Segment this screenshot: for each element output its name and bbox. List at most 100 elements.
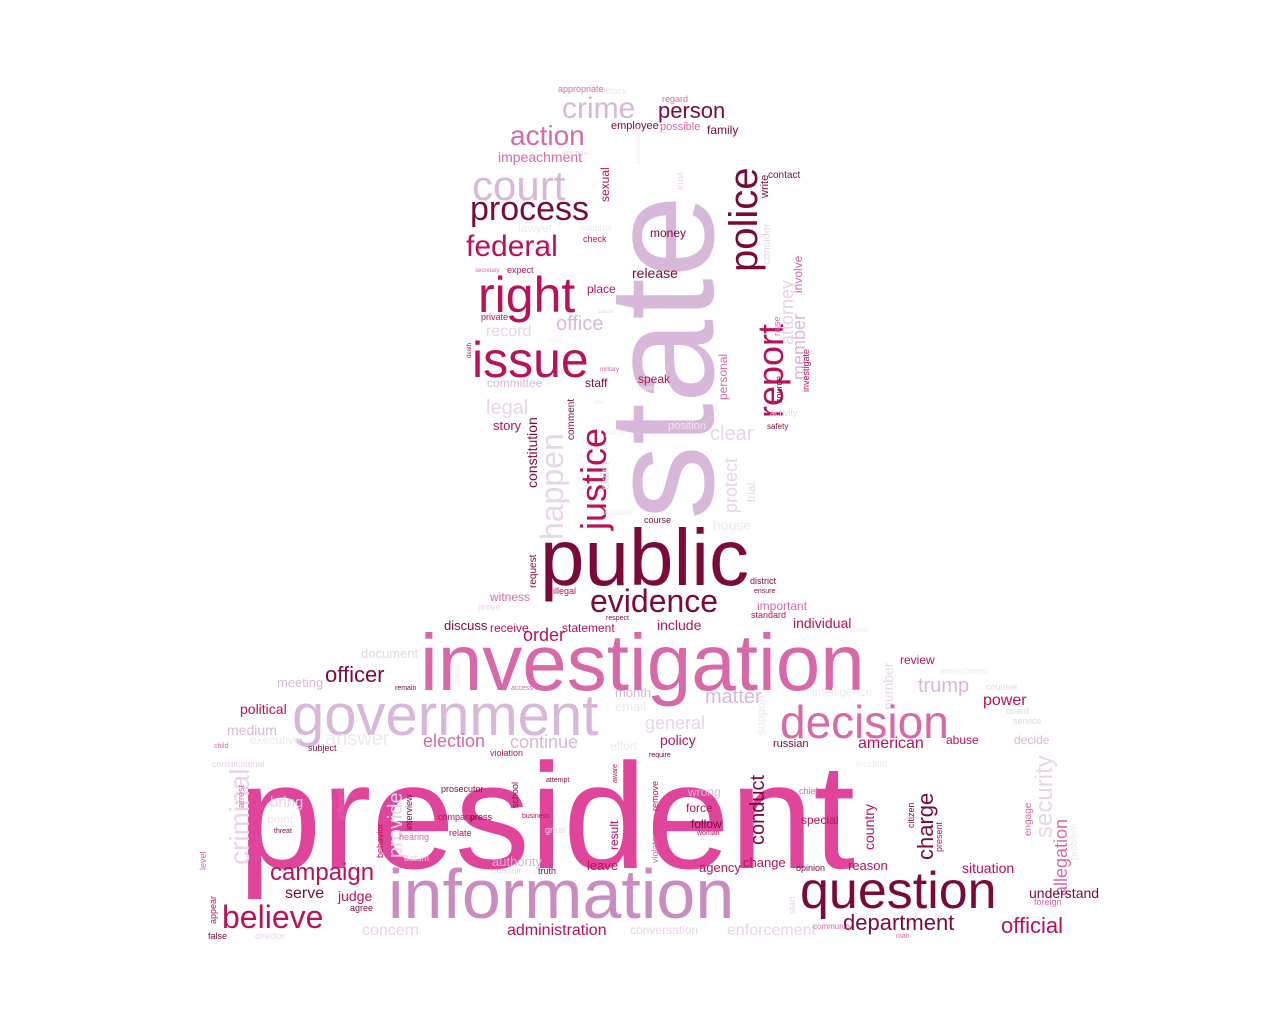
word-abuse: abuse: [946, 733, 979, 747]
word-include: include: [657, 617, 702, 633]
word-constitutional: constitutional: [212, 759, 265, 769]
word-standard: standard: [751, 610, 786, 620]
word-behavior: behavior: [375, 823, 385, 858]
word-request: request: [528, 554, 539, 588]
word-concern: concern: [362, 922, 419, 939]
word-campaign: campaign: [270, 859, 374, 886]
word-conversation: conversation: [630, 923, 698, 937]
word-understand: understand: [1029, 885, 1099, 901]
word-money: money: [650, 226, 686, 240]
word-truth: truth: [538, 866, 556, 876]
word-enforcement: enforcement: [727, 922, 816, 939]
word-consider: consider: [761, 223, 773, 265]
word-decision: decision: [780, 696, 949, 748]
word-opinion: opinion: [796, 863, 825, 873]
word-order: order: [523, 625, 565, 645]
word-attack: attack: [603, 86, 628, 96]
word-write: write: [759, 175, 771, 199]
word-aware: aware: [612, 764, 619, 783]
word-department: department: [843, 910, 954, 935]
word-process: process: [470, 190, 589, 228]
word-discuss: discuss: [444, 618, 488, 633]
word-director: director: [255, 931, 285, 941]
word-information: information: [388, 855, 734, 933]
word-lawyer: lawyer: [518, 221, 553, 235]
word-federal: federal: [466, 230, 558, 263]
word-continue: continue: [510, 732, 578, 752]
word-email: email: [615, 699, 646, 714]
word-reason: reason: [848, 858, 888, 873]
word-force: force: [686, 801, 713, 815]
word-medium: medium: [227, 722, 277, 738]
word-involve: involve: [791, 255, 805, 293]
word-report: report: [750, 324, 791, 418]
word-document: document: [361, 646, 418, 661]
word-press: press: [470, 812, 493, 822]
word-record: record: [486, 323, 531, 340]
word-house: house: [713, 517, 751, 533]
word-illegal: illegal: [553, 586, 576, 596]
word-source: source: [774, 376, 784, 403]
word-situation: situation: [962, 860, 1014, 876]
word-account: account: [600, 507, 632, 517]
word-business: business: [522, 813, 550, 820]
word-witness: witness: [489, 590, 530, 604]
word-remain: remain: [395, 685, 417, 692]
word-counsel: counsel: [986, 682, 1017, 692]
word-family: family: [707, 123, 738, 137]
word-investigation: investigation: [420, 618, 865, 707]
word-staff: staff: [585, 376, 608, 390]
word-month: month: [615, 685, 651, 700]
word-investigate: investigate: [801, 349, 811, 392]
word-problem: problem: [1069, 824, 1080, 860]
word-follow: follow: [691, 817, 722, 831]
word-sexual: sexual: [598, 167, 612, 202]
word-attorney: attorney: [777, 280, 797, 345]
word-state: state: [577, 195, 745, 520]
word-position: position: [668, 420, 706, 432]
word-member: member: [789, 314, 809, 380]
word-impeachment: impeachment: [498, 149, 582, 165]
word-subject: subject: [308, 743, 337, 753]
word-local: local: [549, 338, 561, 344]
word-incident: incident: [856, 759, 888, 769]
word-leave: leave: [587, 858, 618, 873]
word-possible: possible: [660, 121, 700, 133]
word-matter: matter: [705, 686, 762, 708]
word-different: different: [336, 787, 346, 820]
word-course: course: [644, 515, 671, 525]
word-election: election: [423, 731, 485, 751]
word-speak: speak: [638, 372, 671, 386]
word-decide: decide: [1014, 733, 1050, 747]
word-false: false: [208, 931, 227, 941]
word-woman: woman: [696, 830, 720, 837]
word-review: review: [900, 653, 935, 667]
word-individual: individual: [793, 615, 851, 631]
word-judge: judge: [337, 888, 372, 904]
word-answer: answer: [325, 728, 390, 750]
word-accountability: accountability: [636, 128, 642, 164]
word-agency: agency: [699, 860, 741, 875]
word-justice: justice: [573, 428, 614, 531]
word-power: power: [983, 692, 1027, 709]
word-security: security: [1031, 755, 1058, 838]
word-violation: violation: [490, 748, 523, 758]
word-constitution: constitution: [524, 417, 540, 488]
word-place: place: [587, 282, 616, 296]
word-personal: personal: [716, 354, 730, 400]
word-access: access: [511, 685, 533, 692]
word-amendment: amendment: [940, 666, 988, 676]
word-party: party: [605, 427, 626, 437]
word-agree: agree: [350, 903, 373, 913]
word-raise: raise: [772, 316, 782, 336]
word-start: start: [787, 896, 797, 914]
word-remove: remove: [650, 781, 660, 811]
word-employee: employee: [611, 120, 659, 132]
word-response: response: [636, 386, 661, 392]
word-president: president: [238, 732, 855, 900]
word-statement: statement: [562, 621, 615, 635]
word-level: level: [198, 851, 208, 870]
word-criminal: criminal: [224, 769, 255, 865]
word-man: man: [896, 933, 910, 940]
